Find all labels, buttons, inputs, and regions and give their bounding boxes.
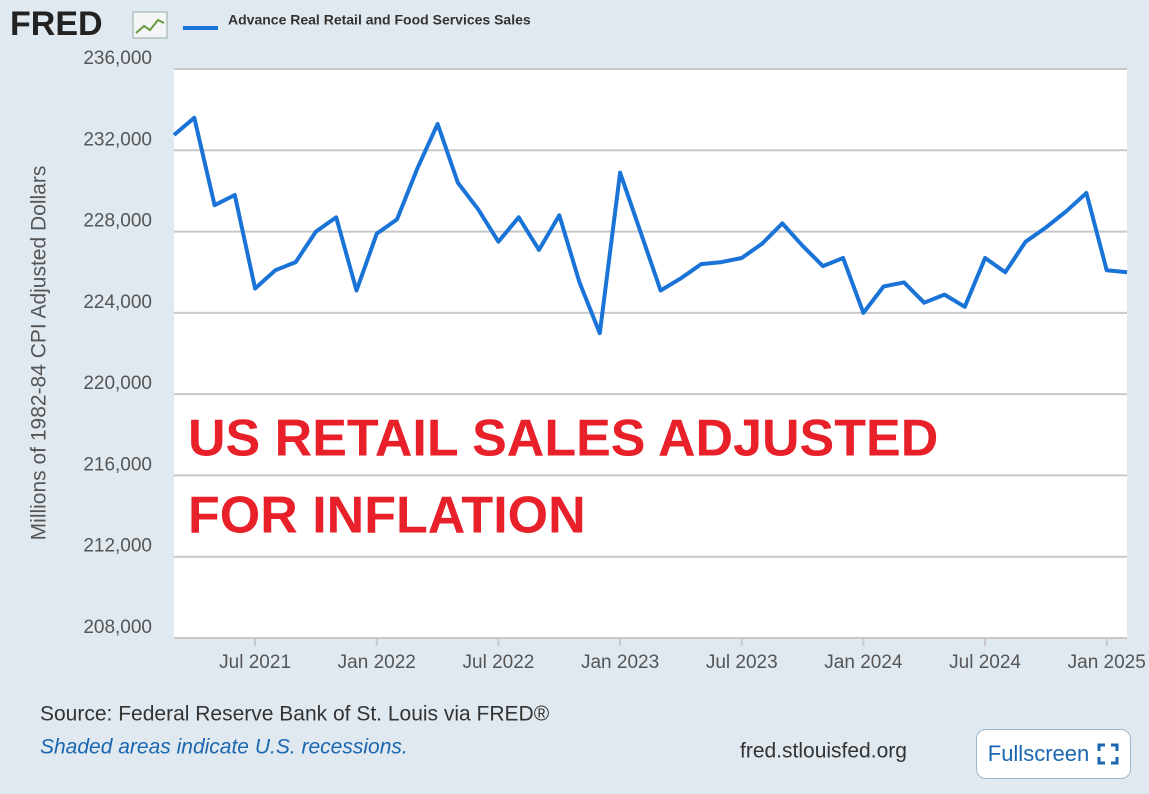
y-tick-label: 208,000 bbox=[83, 617, 152, 638]
x-tick-label: Jan 2023 bbox=[581, 652, 659, 673]
x-tick-label: Jul 2023 bbox=[706, 652, 778, 673]
source: Source: Federal Reserve Bank of St. Loui… bbox=[40, 703, 550, 726]
y-tick-label: 212,000 bbox=[83, 536, 152, 557]
site-url: fred.stlouisfed.org bbox=[740, 740, 907, 763]
y-axis-label: Millions of 1982-84 CPI Adjusted Dollars bbox=[28, 166, 51, 541]
fullscreen-icon bbox=[1097, 743, 1119, 765]
y-tick-label: 224,000 bbox=[83, 292, 152, 313]
y-tick-label: 228,000 bbox=[83, 211, 152, 232]
x-tick-label: Jan 2022 bbox=[338, 652, 416, 673]
y-tick-label: 216,000 bbox=[83, 454, 152, 475]
y-tick-label: 220,000 bbox=[83, 373, 152, 394]
fullscreen-button[interactable]: Fullscreen bbox=[976, 729, 1131, 779]
y-tick-label: 236,000 bbox=[83, 48, 152, 69]
annotation: US RETAIL SALES ADJUSTED bbox=[188, 410, 938, 468]
fred-logo: FRED bbox=[10, 5, 103, 43]
legend-label: Advance Real Retail and Food Services Sa… bbox=[228, 12, 531, 28]
series-line bbox=[172, 115, 1128, 336]
x-tick-label: Jan 2025 bbox=[1068, 652, 1146, 673]
annotation: FOR INFLATION bbox=[188, 487, 586, 545]
fullscreen-label: Fullscreen bbox=[987, 741, 1090, 766]
x-tick-label: Jul 2022 bbox=[463, 652, 535, 673]
x-tick-label: Jul 2024 bbox=[949, 652, 1021, 673]
logo-icon bbox=[132, 11, 168, 39]
x-tick-label: Jan 2024 bbox=[824, 652, 903, 673]
y-tick-label: 232,000 bbox=[83, 129, 152, 150]
note: Shaded areas indicate U.S. recessions. bbox=[40, 736, 408, 759]
x-tick-label: Jul 2021 bbox=[219, 652, 291, 673]
plot-area bbox=[174, 69, 1127, 638]
